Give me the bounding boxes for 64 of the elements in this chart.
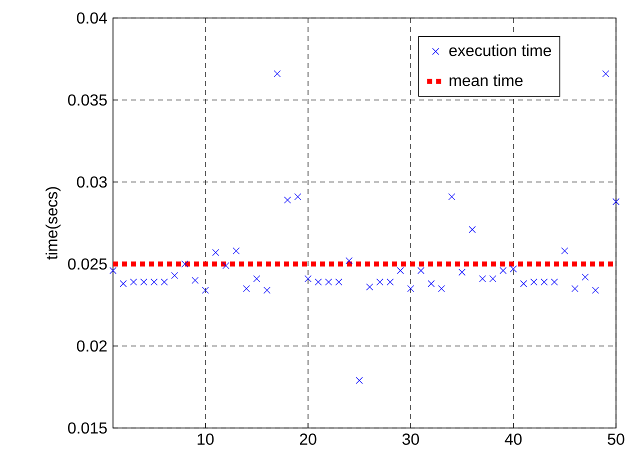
point	[561, 247, 568, 254]
point	[120, 280, 127, 288]
point	[407, 285, 414, 292]
point	[140, 278, 148, 286]
point	[181, 260, 188, 268]
point	[253, 275, 260, 282]
point	[335, 278, 342, 286]
point	[417, 267, 424, 274]
x-tick-label: 10	[198, 434, 214, 445]
y-tick-label: 0.02	[76, 340, 107, 352]
y-tick-label: 0.03	[76, 176, 107, 188]
point	[396, 267, 404, 274]
point	[130, 278, 138, 286]
point	[366, 283, 374, 290]
point	[232, 247, 240, 254]
point	[468, 226, 476, 234]
point	[202, 286, 209, 294]
point	[458, 268, 466, 276]
point	[150, 278, 158, 286]
point	[110, 267, 116, 274]
point	[304, 275, 312, 282]
point	[386, 278, 394, 286]
y-tick-label: 0.04	[76, 12, 108, 24]
x-tick-label: 50	[608, 434, 624, 445]
x-tick-label: 20	[300, 434, 316, 445]
x-tick-label: 30	[402, 434, 419, 445]
point	[356, 376, 363, 384]
point	[264, 286, 270, 294]
y-tick-label: 0.025	[68, 258, 107, 270]
point	[242, 285, 250, 292]
point	[592, 286, 599, 294]
point	[212, 249, 220, 256]
point	[192, 276, 199, 284]
point	[479, 275, 486, 282]
point	[520, 280, 528, 288]
point	[274, 70, 281, 78]
point	[325, 278, 332, 286]
legend-label: mean time	[450, 74, 523, 86]
point	[571, 285, 578, 292]
point	[530, 278, 538, 286]
point	[448, 193, 456, 200]
x-tick-label: 40	[504, 434, 522, 445]
point	[160, 278, 168, 286]
y-axis-title: time(secs)	[46, 187, 61, 260]
point	[612, 198, 620, 206]
y-tick-label: 0.015	[68, 422, 107, 434]
point	[346, 257, 353, 264]
point	[540, 278, 548, 286]
point	[284, 196, 291, 204]
point	[510, 265, 517, 272]
legend-label: execution time	[449, 44, 552, 56]
point	[500, 267, 507, 274]
point	[222, 262, 230, 270]
y-tick-label: 0.035	[68, 94, 107, 106]
point	[489, 275, 496, 282]
point	[171, 272, 178, 279]
point	[294, 193, 302, 200]
point	[438, 285, 445, 292]
point	[376, 278, 384, 286]
point	[428, 280, 435, 288]
point	[602, 70, 610, 78]
point	[582, 274, 589, 281]
point	[550, 278, 558, 286]
point	[314, 278, 322, 286]
